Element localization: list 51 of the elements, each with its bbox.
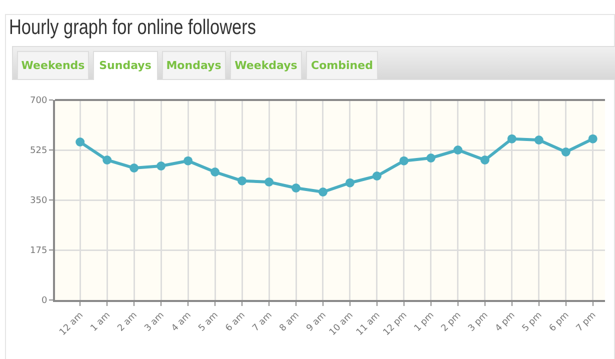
- text: Weekdays: [230, 51, 302, 79]
- point: [238, 176, 247, 186]
- point: [102, 156, 112, 164]
- point: [156, 162, 166, 170]
- x-tick-label: 2 pm: [440, 310, 464, 334]
- x-tick-label: 7 am: [251, 310, 274, 334]
- x-tick-label: 2 am: [116, 310, 140, 334]
- x-tick-label: 8 am: [278, 310, 302, 334]
- y-tick-label: 700: [30, 96, 48, 106]
- point: [480, 156, 490, 164]
- point: [264, 178, 274, 186]
- point: [372, 172, 382, 180]
- x-tick-label: 4 pm: [494, 310, 518, 334]
- point: [426, 154, 436, 162]
- x-tick-label: 9 am: [305, 310, 328, 334]
- x-tick-label: 1 pm: [412, 310, 436, 334]
- y-tick-label: 525: [30, 146, 48, 156]
- x-tick-label: 12 pm: [382, 310, 410, 338]
- text: Mondays: [162, 51, 226, 79]
- x-tick-label: 5 pm: [520, 310, 544, 334]
- point: [399, 156, 408, 166]
- x-tick-label: 10 am: [328, 310, 356, 338]
- x-tick-label: 6 am: [224, 310, 248, 334]
- point: [130, 164, 139, 172]
- y-tick-label: 0: [41, 296, 48, 306]
- point: [588, 134, 598, 144]
- point: [507, 134, 516, 144]
- x-tick-label: 3 pm: [466, 310, 490, 334]
- x-tick-label: 3 am: [143, 310, 166, 334]
- text: Sundays: [93, 51, 158, 80]
- chart-title: Hourly graph for online followers: [9, 16, 256, 40]
- point: [292, 184, 300, 192]
- point: [345, 178, 354, 188]
- x-tick-label: 12 am: [58, 310, 86, 338]
- x-tick-label: 5 am: [197, 310, 220, 334]
- x-tick-label: 1 am: [89, 310, 112, 334]
- point: [184, 156, 193, 166]
- text: Combined: [306, 51, 378, 79]
- point: [534, 136, 544, 144]
- x-tick-label: 4 am: [170, 310, 194, 334]
- point: [76, 138, 85, 146]
- point: [453, 146, 462, 154]
- x-tick-label: 7 pm: [574, 310, 598, 334]
- x-tick-label: 6 pm: [548, 310, 572, 334]
- y-tick-label: 350: [30, 196, 48, 206]
- x-tick-label: 11 am: [354, 310, 382, 338]
- point: [561, 148, 570, 156]
- text: Weekends: [17, 51, 89, 79]
- point: [210, 168, 220, 176]
- y-tick-label: 175: [30, 246, 48, 256]
- point: [318, 188, 328, 196]
